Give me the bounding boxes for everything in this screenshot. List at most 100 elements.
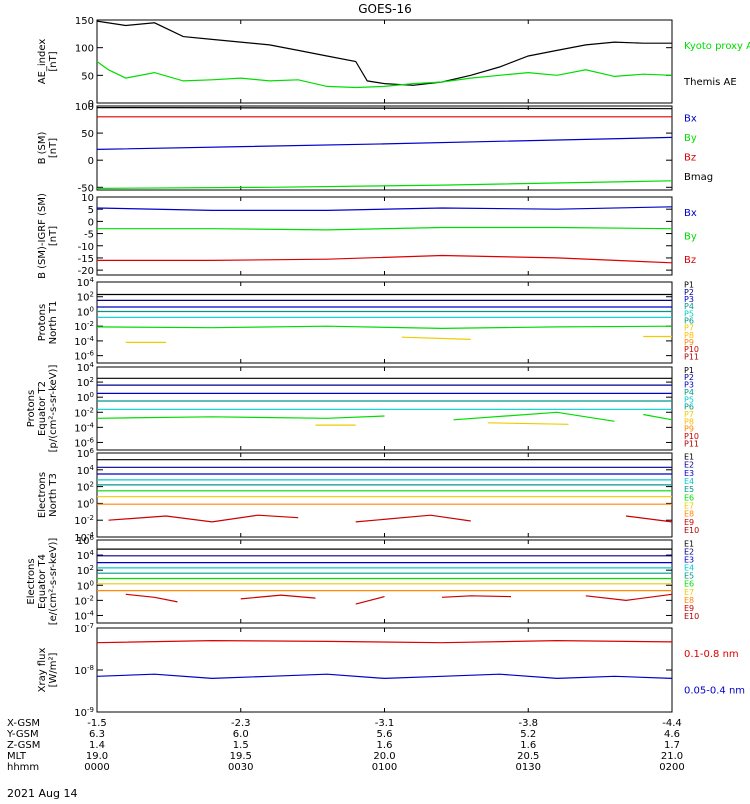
y-tick-label: 0 — [88, 99, 94, 110]
y-tick-label: 10-2 — [74, 594, 94, 607]
legend-entry: P1 — [684, 281, 694, 290]
y-tick-label: 50 — [81, 71, 94, 82]
x-axis-row-value: -1.5 — [87, 718, 107, 729]
y-tick-label: 106 — [77, 447, 95, 460]
legend-entry: 0.1-0.8 nm — [684, 649, 739, 660]
legend-entry: E6 — [684, 580, 694, 589]
legend-entry: P2 — [684, 288, 694, 297]
y-axis-label: [nT] — [48, 226, 59, 246]
series-line — [355, 514, 471, 523]
legend-entry: E2 — [684, 461, 694, 470]
x-axis-row-value: -2.3 — [231, 718, 251, 729]
y-tick-label: 5 — [88, 205, 94, 216]
y-tick-label: 102 — [77, 481, 94, 494]
y-axis-label: Protons — [37, 304, 48, 341]
legend-entry: P1 — [684, 366, 694, 375]
series-line — [97, 254, 673, 264]
y-tick-label: 10-4 — [74, 609, 94, 622]
series-line — [401, 336, 471, 340]
x-axis-row-value: 1.4 — [89, 740, 105, 751]
panel-frame — [96, 366, 673, 451]
y-tick-label: 0 — [88, 217, 94, 228]
legend-entry: E6 — [684, 493, 694, 502]
series-line — [96, 180, 673, 189]
x-axis-row-value: 5.2 — [520, 729, 536, 740]
x-axis-row-value: 0030 — [228, 762, 253, 773]
x-axis-row-value: 19.5 — [230, 751, 252, 762]
series-line — [625, 515, 673, 523]
x-axis-row-value: 1.7 — [664, 740, 680, 751]
legend-entry: Bx — [684, 208, 697, 219]
x-axis-row-value: 20.5 — [517, 751, 539, 762]
x-axis-row-label: X-GSM — [7, 718, 40, 729]
legend-entry: P4 — [684, 388, 694, 397]
x-axis-row-value: 6.0 — [233, 729, 249, 740]
series-line — [96, 325, 673, 330]
y-axis-label: B (SM) — [37, 131, 48, 164]
legend-entry: E8 — [684, 596, 694, 605]
y-tick-label: 10-4 — [74, 335, 94, 348]
y-tick-label: 10-7 — [74, 622, 94, 635]
x-axis-row-label: hhmm — [7, 762, 39, 773]
chart-title: GOES-16 — [358, 2, 412, 16]
panel-frame — [96, 452, 673, 538]
x-axis-row-value: 21.0 — [661, 751, 683, 762]
y-axis-label: Electrons — [37, 472, 48, 518]
legend-entry: E9 — [684, 518, 694, 527]
y-tick-label: 102 — [77, 291, 94, 304]
x-axis-row-value: -3.8 — [518, 718, 538, 729]
legend-entry: P7 — [684, 324, 694, 333]
legend-entry: E10 — [684, 612, 699, 621]
series-line — [643, 413, 673, 421]
legend-entry: P8 — [684, 417, 694, 426]
legend-entry: E3 — [684, 469, 694, 478]
legend-entry: Kyoto proxy AE — [684, 41, 750, 52]
legend-entry: P7 — [684, 410, 694, 419]
y-tick-label: 100 — [75, 44, 94, 55]
legend-entry: E3 — [684, 556, 694, 565]
y-axis-label: B (SM)-IGRF (SM) — [37, 193, 48, 279]
y-tick-label: 104 — [77, 276, 95, 289]
x-axis-row-value: 0200 — [659, 762, 684, 773]
x-axis-row-value: 5.6 — [377, 729, 393, 740]
x-axis-row-value: 6.3 — [89, 729, 105, 740]
series-line — [585, 593, 673, 602]
y-tick-label: 10-2 — [74, 320, 94, 333]
y-tick-label: -5 — [84, 230, 94, 241]
legend-entry: E5 — [684, 485, 694, 494]
y-tick-label: 100 — [77, 579, 94, 592]
series-line — [453, 411, 615, 422]
x-axis-row-value: 0000 — [84, 762, 109, 773]
y-axis-label: [nT] — [48, 51, 59, 71]
y-axis-label: [e/(cm²-s-sr-keV)] — [48, 538, 59, 626]
y-axis-label: [W/m²] — [48, 652, 59, 687]
y-tick-label: 50 — [81, 129, 94, 140]
panel-7: 106 104 102 100 10-2 10-4 Electrons Equator T4[… — [26, 534, 699, 625]
legend-entry: E10 — [684, 526, 699, 535]
legend-entry: E4 — [684, 477, 694, 486]
x-axis-row-label: Y-GSM — [6, 729, 39, 740]
x-axis-table: X-GSM -1.5 -2.3 -3.1 -3.8 -4.4 Y-GSM 6.3 6.0 5.6 5… — [6, 718, 685, 773]
series-line — [96, 639, 673, 644]
y-tick-label: 10-8 — [74, 664, 94, 677]
legend-entry: By — [684, 232, 697, 243]
y-tick-label: -20 — [78, 266, 94, 277]
legend-entry: E5 — [684, 572, 694, 581]
y-tick-label: 104 — [77, 549, 95, 562]
legend-entry: P9 — [684, 338, 694, 347]
y-axis-label: North T1 — [48, 301, 59, 345]
y-tick-label: 10-2 — [74, 406, 94, 419]
legend-entry: E7 — [684, 501, 694, 510]
x-axis-row-value: 20.0 — [373, 751, 395, 762]
legend-entry: P3 — [684, 381, 694, 390]
legend-entry: P10 — [684, 345, 699, 354]
x-axis-row-value: -3.1 — [375, 718, 395, 729]
legend-entry: P2 — [684, 373, 694, 382]
series-line — [441, 595, 512, 598]
y-axis-label: Xray flux — [37, 648, 48, 693]
legend-entry: Bz — [684, 255, 696, 266]
series-line — [96, 206, 673, 211]
